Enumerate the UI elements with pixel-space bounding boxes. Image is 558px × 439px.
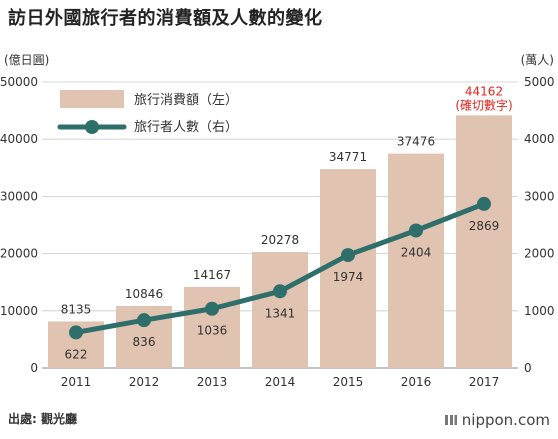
bar-2017 (456, 115, 512, 368)
x-axis-tick-label: 2016 (401, 375, 432, 389)
line-value-label: 1341 (265, 306, 296, 320)
line-value-label: 622 (65, 347, 88, 361)
bar-value-label: 8135 (61, 302, 92, 316)
left-axis-tick-label: 0 (30, 361, 38, 375)
legend-label-bar: 旅行消費額（左） (134, 93, 238, 108)
line-value-label: 1036 (197, 324, 228, 338)
left-axis-tick-label: 20000 (0, 247, 38, 261)
visitors-point-2014 (273, 284, 287, 299)
source-credit: 出處: 觀光廳 (8, 410, 77, 427)
bar-value-label: 14167 (193, 268, 231, 282)
nippon-logo-icon (444, 415, 457, 425)
bar-2016 (388, 153, 444, 368)
visitors-point-2016 (409, 223, 423, 238)
bar-2014 (252, 252, 308, 368)
visitors-point-2017 (477, 196, 491, 211)
visitors-point-2013 (205, 301, 219, 316)
source-name: 觀光廳 (41, 412, 78, 426)
brand-logo: nippon.com (444, 411, 550, 429)
bar-annotation: (確切數字) (455, 97, 512, 112)
chart-title: 訪日外國旅行者的消費額及人數的變化 (8, 8, 323, 29)
right-axis-tick-label: 3000 (524, 189, 555, 203)
left-axis-unit-label: (億日圓) (4, 53, 49, 67)
right-axis-unit-label: (萬人) (521, 53, 554, 67)
x-axis-tick-label: 2017 (469, 375, 500, 389)
x-axis-tick-label: 2014 (265, 375, 296, 389)
x-axis-tick-label: 2011 (61, 375, 92, 389)
x-axis-tick-label: 2012 (129, 375, 160, 389)
right-axis-tick-label: 4000 (524, 132, 555, 146)
visitors-point-2012 (137, 313, 151, 328)
legend-label-line: 旅行者人數（右） (134, 120, 238, 135)
source-label: 出處: (8, 412, 37, 426)
right-axis-tick-label: 0 (524, 361, 532, 375)
left-axis-tick-label: 10000 (0, 304, 38, 318)
bar-value-label: 10846 (125, 287, 163, 301)
left-axis-tick-label: 30000 (0, 189, 38, 203)
right-axis-tick-label: 1000 (524, 304, 555, 318)
brand-name: nippon.com (461, 411, 550, 429)
bar-value-label: 34771 (329, 150, 367, 164)
legend-swatch-point (85, 120, 99, 134)
left-axis-tick-label: 40000 (0, 132, 38, 146)
bar-value-label: 44162 (465, 84, 503, 98)
bar-2015 (320, 169, 376, 368)
bar-value-label: 20278 (261, 233, 299, 247)
bar-2013 (184, 286, 240, 368)
line-value-label: 836 (133, 335, 156, 349)
visitors-point-2011 (69, 325, 83, 340)
x-axis-tick-label: 2015 (333, 375, 364, 389)
visitors-point-2015 (341, 248, 355, 263)
left-axis-tick-label: 50000 (0, 75, 38, 89)
bar-value-label: 37476 (397, 135, 435, 149)
x-axis-tick-label: 2013 (197, 375, 228, 389)
line-value-label: 2404 (401, 245, 432, 259)
right-axis-tick-label: 5000 (524, 75, 555, 89)
line-value-label: 1974 (333, 270, 364, 284)
line-value-label: 2869 (469, 219, 500, 233)
legend-swatch-bar (60, 90, 124, 108)
right-axis-tick-label: 2000 (524, 247, 555, 261)
